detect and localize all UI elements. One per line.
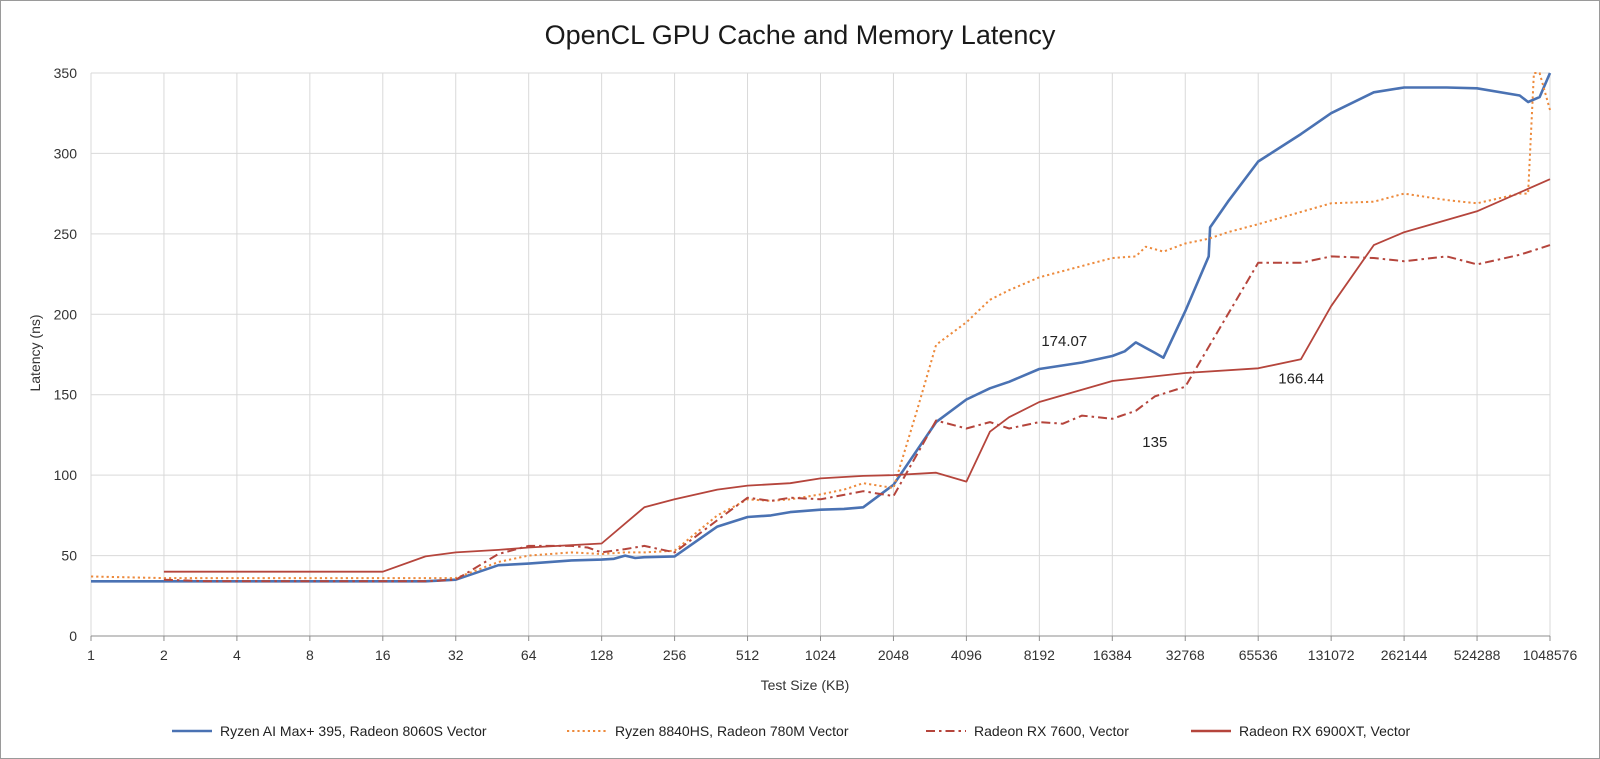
x-tick-label: 262144 bbox=[1381, 647, 1428, 663]
x-tick-label: 1048576 bbox=[1523, 647, 1578, 663]
x-tick-label: 1024 bbox=[805, 647, 836, 663]
y-tick-label: 50 bbox=[61, 548, 77, 564]
y-tick-label: 150 bbox=[54, 387, 78, 403]
x-tick-label: 2048 bbox=[878, 647, 909, 663]
y-tick-label: 100 bbox=[54, 467, 78, 483]
y-tick-label: 300 bbox=[54, 145, 78, 161]
x-tick-label: 32 bbox=[448, 647, 464, 663]
legend-entry: Ryzen AI Max+ 395, Radeon 8060S Vector bbox=[220, 723, 487, 739]
legend-entry: Radeon RX 6900XT, Vector bbox=[1239, 723, 1411, 739]
x-tick-label: 512 bbox=[736, 647, 760, 663]
axis-layer: 0 50 100 150 200 250 300 350 1 2 4 8 16 32 64 128 256 512… bbox=[54, 65, 1578, 663]
y-tick-label: 350 bbox=[54, 65, 78, 81]
grid-layer bbox=[90, 72, 1551, 637]
data-label: 166.44 bbox=[1278, 370, 1324, 387]
x-tick-label: 64 bbox=[521, 647, 537, 663]
x-tick-label: 128 bbox=[590, 647, 614, 663]
series-line-1 bbox=[91, 72, 1552, 583]
legend-entry: Radeon RX 7600, Vector bbox=[974, 723, 1129, 739]
x-tick-label: 4096 bbox=[951, 647, 982, 663]
series-line-4 bbox=[163, 178, 1551, 573]
x-tick-label: 256 bbox=[663, 647, 687, 663]
data-label: 174.07 bbox=[1041, 333, 1087, 350]
x-tick-label: 524288 bbox=[1454, 647, 1501, 663]
x-tick-label: 2 bbox=[160, 647, 168, 663]
x-axis-label: Test Size (KB) bbox=[761, 677, 850, 693]
x-tick-label: 4 bbox=[233, 647, 241, 663]
legend-entry: Ryzen 8840HS, Radeon 780M Vector bbox=[615, 723, 849, 739]
annotation-layer: 174.07 166.44 135 bbox=[1041, 333, 1324, 451]
y-tick-label: 250 bbox=[54, 226, 78, 242]
y-axis-label: Latency (ns) bbox=[27, 314, 43, 391]
x-tick-label: 8192 bbox=[1024, 647, 1055, 663]
x-tick-label: 16 bbox=[375, 647, 391, 663]
series-line-3 bbox=[163, 244, 1551, 583]
legend: Ryzen AI Max+ 395, Radeon 8060S Vector Ry… bbox=[172, 723, 1411, 739]
x-tick-label: 32768 bbox=[1166, 647, 1205, 663]
x-tick-label: 65536 bbox=[1239, 647, 1278, 663]
x-tick-label: 8 bbox=[306, 647, 314, 663]
y-tick-label: 0 bbox=[69, 628, 77, 644]
chart-title: OpenCL GPU Cache and Memory Latency bbox=[545, 20, 1056, 50]
data-label: 135 bbox=[1142, 434, 1167, 451]
series-layer bbox=[90, 72, 1552, 583]
x-tick-label: 1 bbox=[87, 647, 95, 663]
x-tick-label: 16384 bbox=[1093, 647, 1132, 663]
y-tick-label: 200 bbox=[54, 306, 78, 322]
x-tick-label: 131072 bbox=[1308, 647, 1355, 663]
